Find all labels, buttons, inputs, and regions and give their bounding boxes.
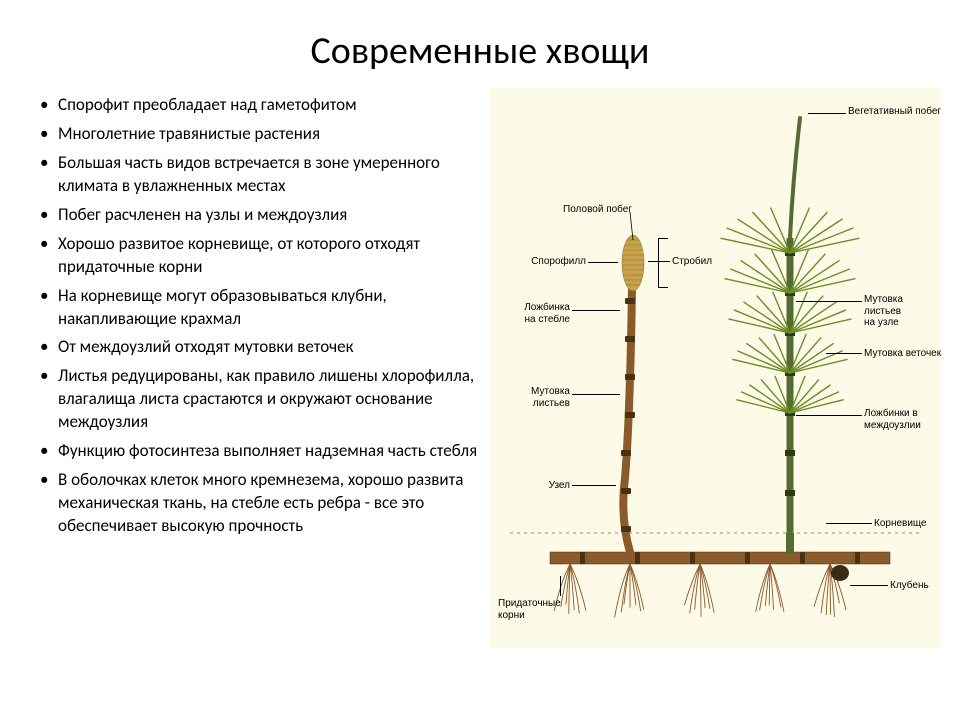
label-polovoy-pobeg: Половой побег: [552, 204, 632, 216]
label-veget-pobeg: Вегетативный побег: [848, 106, 941, 118]
leader-lozhbinka: [572, 310, 620, 311]
bullet-list: Спорофит преобладает над гаметофитом Мног…: [40, 84, 480, 704]
leader-sporofil: [588, 262, 618, 263]
bullet-item: В оболочках клеток много кремнезема, хор…: [40, 469, 480, 538]
label-korni: Придаточные корни: [498, 598, 578, 621]
leader-uzel: [572, 485, 616, 486]
leader-lozhbinki: [796, 415, 862, 416]
bullet-item: Многолетние травянистые растения: [40, 123, 480, 146]
label-lozhbinka: Ложбинка на стебле: [514, 302, 570, 325]
label-kluben: Клубень: [890, 580, 929, 592]
content-row: Спорофит преобладает над гаметофитом Мног…: [0, 84, 960, 704]
leader-mutovka-listev-uzel: [796, 301, 862, 302]
label-sporofil: Спорофилл: [526, 256, 586, 268]
bullet-item: Хорошо развитое корневище, от которого о…: [40, 233, 480, 279]
leader-mutovka-listev: [572, 394, 620, 395]
bullet-item: Большая часть видов встречается в зоне у…: [40, 152, 480, 198]
page-title: Современные хвощи: [0, 0, 960, 84]
label-strobil: Стробил: [672, 256, 712, 268]
leader-mutovka-vetochek: [826, 353, 862, 354]
bullet-item: Функцию фотосинтеза выполняет надземная …: [40, 440, 480, 463]
label-lozhbinki: Ложбинки в междоузлии: [864, 408, 921, 431]
horsetail-diagram: Половой побег Спорофилл Ложбинка на стеб…: [490, 88, 940, 648]
bullet-item: На корневище могут образовываться клубни…: [40, 285, 480, 331]
bullet-item: Листья редуцированы, как правило лишены …: [40, 365, 480, 434]
label-mutovka-vetochek: Мутовка веточек: [864, 348, 941, 360]
leader-korni: [560, 576, 561, 596]
label-uzel: Узел: [540, 480, 570, 492]
label-mutovka-listev: Мутовка листьев: [520, 386, 570, 409]
leader-veget: [808, 113, 846, 114]
bullet-item: От междоузлий отходят мутовки веточек: [40, 336, 480, 359]
label-kornevische: Корневище: [874, 518, 927, 530]
leader-kluben: [850, 585, 888, 586]
leader-kornevische: [826, 523, 872, 524]
bullet-item: Побег расчленен на узлы и междоузлия: [40, 204, 480, 227]
bullet-item: Спорофит преобладает над гаметофитом: [40, 94, 480, 117]
label-mutovka-listev-uzel: Мутовка листьев на узле: [864, 294, 940, 329]
bracket-strobil: [658, 238, 668, 288]
diagram-svg: [490, 88, 940, 648]
